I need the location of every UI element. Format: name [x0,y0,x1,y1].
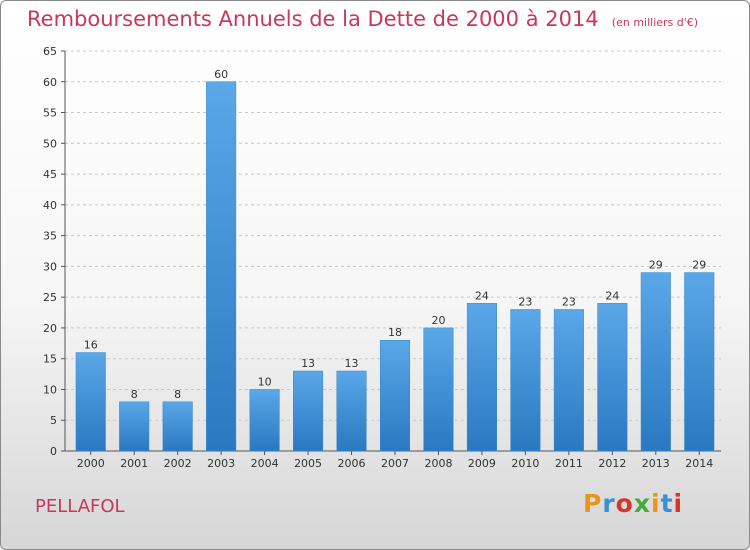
x-tick-label: 2007 [381,457,409,470]
y-tick-label: 45 [43,168,57,181]
bar-2004 [249,389,280,452]
x-tick-label: 2011 [555,457,583,470]
bar-value-label: 29 [649,259,663,272]
x-tick-label: 2005 [294,457,322,470]
x-tick-label: 2000 [77,457,105,470]
bar-value-label: 18 [388,326,402,339]
y-tick-label: 65 [43,45,57,58]
bar-value-label: 23 [518,295,532,308]
logo-letter: x [633,489,651,518]
bar-value-label: 29 [692,259,706,272]
y-tick-label: 20 [43,322,57,335]
logo-letter: t [660,489,674,518]
bar-value-labels: 16 8 8 60 10 13 13 18 20 24 23 23 24 29 29 [84,68,707,401]
y-tick-label: 55 [43,107,57,120]
chart-title: Remboursements Annuels de la Dette de 20… [27,7,599,31]
y-tick-label: 25 [43,291,57,304]
bar-2014 [684,272,715,452]
bar-2000 [75,352,106,452]
chart-subtitle: (en milliers d'€) [611,16,699,29]
y-tick-label: 50 [43,137,57,150]
bar-2012 [597,303,628,452]
bar-value-label: 13 [345,357,359,370]
bar-2013 [640,272,671,452]
bar-2007 [379,339,411,452]
bar-value-label: 10 [258,375,272,388]
bar-value-label: 20 [431,314,445,327]
bars [75,81,715,452]
bar-value-label: 23 [562,295,576,308]
bar-2008 [423,327,454,452]
proxiti-logo[interactable]: Proxiti [583,489,683,518]
x-tick-label: 2012 [598,457,626,470]
x-tick-labels: 2000 2001 2002 2003 2004 2005 2006 2007 2008 2009… [77,457,714,470]
x-tick-label: 2014 [685,457,713,470]
x-tick-label: 2003 [207,457,235,470]
y-tick-label: 40 [43,199,57,212]
bar-2006 [336,370,367,452]
bar-2010 [510,309,541,452]
bar-2001 [119,401,150,452]
x-tick-label: 2006 [338,457,366,470]
logo-letter: i [673,489,684,518]
x-tick-label: 2009 [468,457,496,470]
bar-2003 [206,81,237,452]
x-tick-label: 2001 [120,457,148,470]
x-tick-label: 2002 [164,457,192,470]
logo-letter: i [651,489,661,518]
y-tick-label: 0 [50,445,57,458]
bar-2009 [466,303,497,452]
x-tick-label: 2008 [424,457,452,470]
logo-letter: r [602,489,616,518]
commune-name: PELLAFOL [35,496,125,517]
x-tick-label: 2013 [642,457,670,470]
logo-letter: P [583,489,603,518]
bar-2005 [293,370,324,452]
logo-letter: o [615,489,634,518]
bar-value-label: 13 [301,357,315,370]
bar-value-label: 24 [605,289,619,302]
bar-value-label: 16 [84,339,98,352]
bar-value-label: 24 [475,289,489,302]
y-tick-label: 10 [43,383,57,396]
bar-2011 [553,309,584,452]
y-tick-label: 15 [43,353,57,366]
y-tick-label: 30 [43,260,57,273]
y-tick-labels: 0 5 10 15 20 25 30 35 40 45 50 55 60 65 [43,45,57,458]
y-tick-label: 5 [50,414,57,427]
y-tick-label: 35 [43,230,57,243]
bar-value-label: 8 [174,388,181,401]
title-row: Remboursements Annuels de la Dette de 20… [27,7,698,31]
y-tick-label: 60 [43,76,57,89]
bar-value-label: 8 [131,388,138,401]
bar-value-label: 60 [214,68,228,81]
bar-2002 [162,401,193,452]
x-tick-label: 2004 [251,457,279,470]
x-tick-label: 2010 [511,457,539,470]
